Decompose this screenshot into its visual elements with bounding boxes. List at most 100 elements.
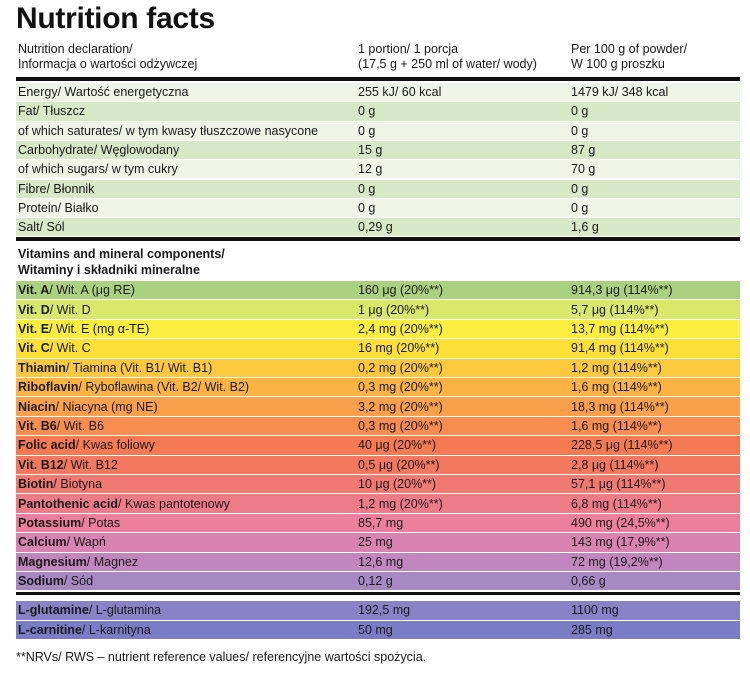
nutrient-name: Riboflavin/ Ryboflawina (Vit. B2/ Wit. B… xyxy=(16,380,355,394)
per100-value: 70 g xyxy=(571,162,596,177)
portion-value: 0,3 mg (20%**) xyxy=(358,418,443,433)
section-rule xyxy=(16,237,740,241)
nutrient-name-rest: / L-karnityna xyxy=(81,622,151,637)
nutrient-name-rest: / Kwas pantotenowy xyxy=(118,496,230,511)
header-rule xyxy=(16,77,740,81)
nutrient-name-bold: Vit. B6 xyxy=(18,418,57,433)
portion-value: 0,29 g xyxy=(358,220,393,235)
table-row: Sodium/ Sód 0,12 g 0,66 g xyxy=(16,572,740,591)
nutrient-name-rest: / Potas xyxy=(81,515,121,530)
per100-value: 490 mg (24,5%**) xyxy=(571,515,670,530)
portion-value: 50 mg xyxy=(358,622,393,637)
per100-value: 1,2 mg (114%**) xyxy=(571,360,662,375)
per100-value: 0 g xyxy=(571,123,589,138)
header-declaration: Nutrition declaration/ Informacja o wart… xyxy=(16,42,355,72)
per100-value: 87 g xyxy=(571,143,596,158)
header-per100-line1: Per 100 g of powder/ xyxy=(571,42,688,56)
nutrient-name: L-glutamine/ L-glutamina xyxy=(16,603,355,617)
per100-value: 1,6 g xyxy=(571,220,599,235)
header-per100-line2: W 100 g proszku xyxy=(571,57,665,71)
nutrient-name-rest: / Biotyna xyxy=(53,477,103,492)
nutrient-name: Energy/ Wartość energetyczna xyxy=(18,85,189,100)
nutrient-name-bold: Vit. E xyxy=(18,321,50,336)
table-row: Magnesium/ Magnez 12,6 mg 72 mg (19,2%**) xyxy=(16,552,740,571)
portion-value: 0 g xyxy=(358,200,376,215)
nutrient-name: Vit. E/ Wit. E (mg α-TE) xyxy=(16,322,355,336)
table-row: Fat/ Tłuszcz 0 g 0 g xyxy=(16,102,740,121)
nutrient-name: Vit. C/ Wit. C xyxy=(16,341,355,355)
table-row: Thiamin/ Tiamina (Vit. B1/ Wit. B1) 0,2 m… xyxy=(16,358,740,377)
nutrient-name-rest: / Wapń xyxy=(66,535,106,550)
nutrient-name: Biotin/ Biotyna xyxy=(16,477,355,491)
header-per100: Per 100 g of powder/ W 100 g proszku xyxy=(568,42,740,72)
table-row: Vit. E/ Wit. E (mg α-TE) 2,4 mg (20%**) 13… xyxy=(16,319,740,339)
table-row: Vit. C/ Wit. C 16 mg (20%**) 91,4 mg (114%… xyxy=(16,339,740,358)
nutrient-name: Salt/ Sól xyxy=(18,220,65,235)
nutrient-name-bold: Niacin xyxy=(18,399,56,414)
per100-value: 1,6 mg (114%**) xyxy=(571,380,662,395)
per100-value: 914,3 μg (114%**) xyxy=(571,283,673,298)
nutrient-name-bold: Magnesium xyxy=(18,554,87,569)
table-row: Fibre/ Błonnik 0 g 0 g xyxy=(16,179,740,198)
portion-value: 255 kJ/ 60 kcal xyxy=(358,85,442,100)
table-row: Calcium/ Wapń 25 mg 143 mg (17,9%**) xyxy=(16,533,740,552)
portion-value: 0,2 mg (20%**) xyxy=(358,360,443,375)
header-declaration-line1: Nutrition declaration/ xyxy=(18,42,133,56)
nutrient-name: Carbohydrate/ Węglowodany xyxy=(18,143,180,158)
table-header: Nutrition declaration/ Informacja o wart… xyxy=(16,42,740,76)
nutrient-name-rest: / Sód xyxy=(63,574,94,589)
per100-value: 91,4 mg (114%**) xyxy=(571,341,669,356)
nutrient-name-rest: / Wit. E (mg α-TE) xyxy=(49,321,150,336)
per100-value: 13,7 mg (114%**) xyxy=(571,321,669,336)
nutrient-name: of which sugars/ w tym cukry xyxy=(18,162,178,177)
portion-value: 16 mg (20%**) xyxy=(358,341,440,356)
nutrient-name-bold: L-glutamine xyxy=(18,603,89,618)
portion-value: 12 g xyxy=(358,162,383,177)
nutrient-name-bold: Pantothenic acid xyxy=(18,496,119,511)
table-row: L-glutamine/ L-glutamina 192,5 mg 1100 mg xyxy=(16,601,740,620)
portion-value: 15 g xyxy=(358,143,383,158)
portion-value: 1 μg (20%**) xyxy=(358,302,430,317)
table-row: Vit. B6/ Wit. B6 0,3 mg (20%**) 1,6 mg (11… xyxy=(16,416,740,436)
nutrient-name-bold: Vit. B12 xyxy=(18,457,64,472)
vitamins-title-line1: Vitamins and mineral components/ xyxy=(18,247,225,261)
nutrient-name-bold: Riboflavin xyxy=(18,380,79,395)
table-row: of which saturates/ w tym kwasy tłuszczo… xyxy=(16,121,740,140)
nutrient-name: Calcium/ Wapń xyxy=(16,535,355,549)
nutrient-name: Sodium/ Sód xyxy=(16,574,355,588)
per100-value: 57,1 μg (114%**) xyxy=(571,477,666,492)
table-row: Protein/ Białko 0 g 0 g xyxy=(16,198,740,218)
table-row: Biotin/ Biotyna 10 μg (20%**) 57,1 μg (114… xyxy=(16,475,740,494)
per100-value: 5,7 μg (114%**) xyxy=(571,302,659,317)
table-row: Folic acid/ Kwas foliowy 40 μg (20%**) 228… xyxy=(16,436,740,455)
table-row: Pantothenic acid/ Kwas pantotenowy 1,2 mg… xyxy=(16,494,740,513)
nutrient-name-rest: / Tiamina (Vit. B1/ Wit. B1) xyxy=(65,360,213,375)
page-title: Nutrition facts xyxy=(16,2,215,35)
portion-value: 0 g xyxy=(358,123,376,138)
nutrient-name: Vit. A/ Wit. A (μg RE) xyxy=(16,283,355,297)
nutrient-name-rest: / Wit. C xyxy=(49,341,91,356)
portion-value: 40 μg (20%**) xyxy=(358,438,437,453)
header-portion-line1: 1 portion/ 1 porcja xyxy=(358,42,459,56)
portion-value: 192,5 mg xyxy=(358,603,411,618)
per100-value: 0 g xyxy=(571,104,589,119)
per100-value: 1479 kJ/ 348 kcal xyxy=(571,85,669,100)
table-row: Salt/ Sól 0,29 g 1,6 g xyxy=(16,218,740,237)
nutrient-name-bold: Sodium xyxy=(18,574,64,589)
nutrient-name: Fat/ Tłuszcz xyxy=(18,104,86,119)
per100-value: 143 mg (17,9%**) xyxy=(571,535,670,550)
amino-rule xyxy=(16,592,740,595)
nutrient-name: Protein/ Białko xyxy=(18,200,99,215)
nutrient-name-rest: / Magnez xyxy=(86,554,139,569)
per100-value: 1100 mg xyxy=(571,603,619,618)
portion-value: 0 g xyxy=(358,181,376,196)
nutrient-name-rest: / Ryboflawina (Vit. B2/ Wit. B2) xyxy=(78,380,250,395)
portion-value: 2,4 mg (20%**) xyxy=(358,321,443,336)
nutrient-name: Magnesium/ Magnez xyxy=(16,555,355,569)
per100-value: 1,6 mg (114%**) xyxy=(571,418,662,433)
nutrient-name-bold: L-carnitine xyxy=(18,622,82,637)
table-row: Vit. B12/ Wit. B12 0,5 μg (20%**) 2,8 μg (… xyxy=(16,455,740,474)
nutrient-name: Pantothenic acid/ Kwas pantotenowy xyxy=(16,497,355,511)
